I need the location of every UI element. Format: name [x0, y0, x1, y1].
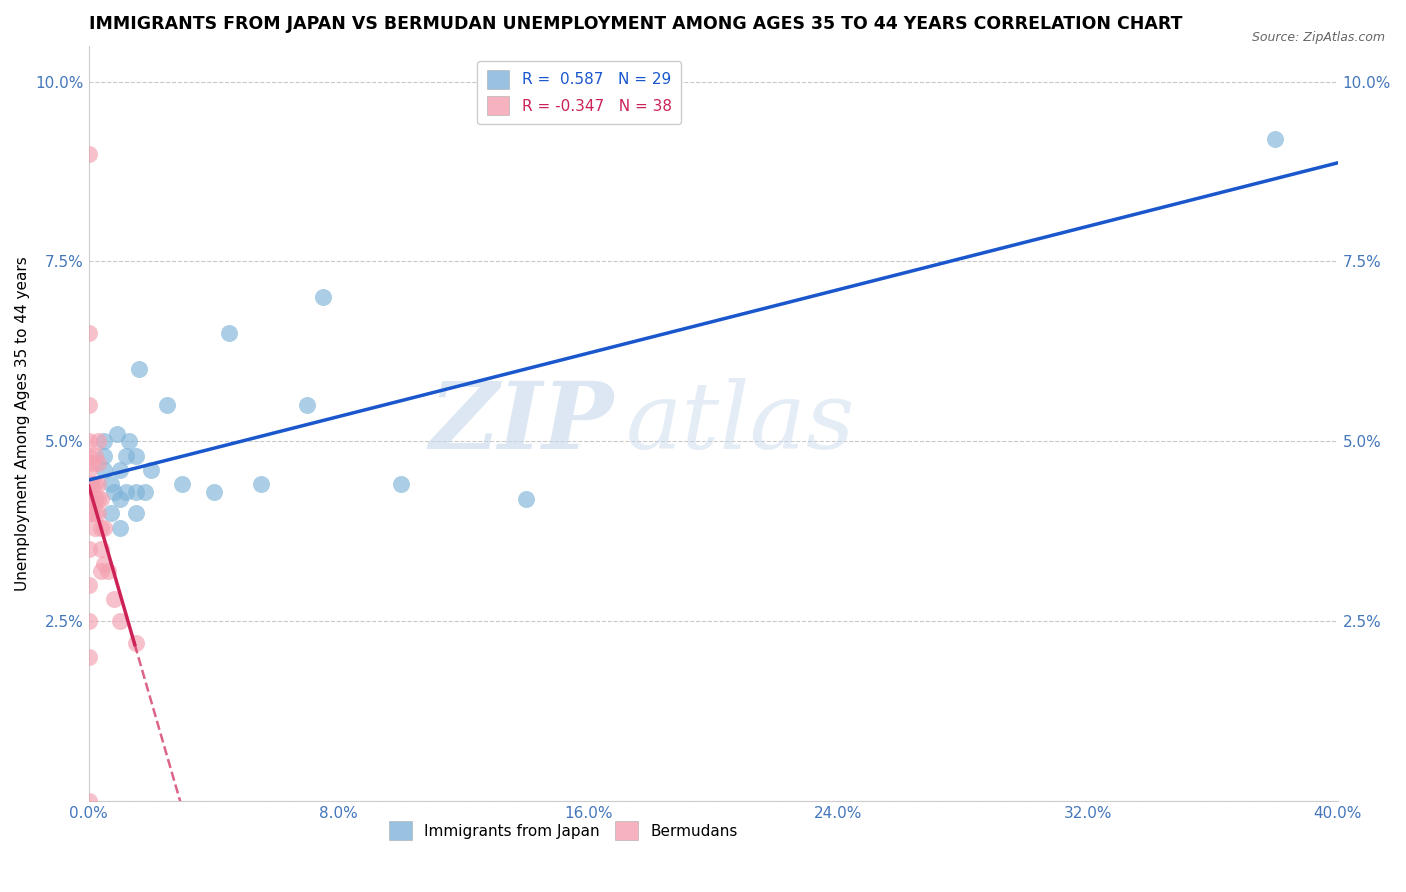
Point [80, 506, 103, 520]
Point [118, 434, 141, 449]
Point [84, 477, 107, 491]
Text: ZIP: ZIP [429, 378, 613, 468]
Point [172, 477, 194, 491]
Point [84, 449, 107, 463]
Point [93, 449, 115, 463]
Point [90, 542, 112, 557]
Point [1264, 132, 1286, 146]
Point [87, 456, 110, 470]
Point [93, 520, 115, 534]
Point [100, 506, 122, 520]
Point [103, 484, 125, 499]
Point [115, 449, 138, 463]
Point [93, 463, 115, 477]
Point [108, 520, 131, 534]
Point [100, 477, 122, 491]
Point [77, 542, 100, 557]
Point [87, 477, 110, 491]
Point [77, 398, 100, 412]
Point [389, 477, 412, 491]
Point [105, 427, 128, 442]
Text: Source: ZipAtlas.com: Source: ZipAtlas.com [1251, 31, 1385, 45]
Point [77, 578, 100, 592]
Point [103, 592, 125, 607]
Text: atlas: atlas [626, 378, 855, 468]
Point [141, 463, 163, 477]
Point [77, 449, 100, 463]
Point [202, 484, 225, 499]
Point [77, 650, 100, 665]
Point [515, 491, 537, 506]
Point [93, 434, 115, 449]
Point [80, 491, 103, 506]
Point [87, 506, 110, 520]
Point [108, 491, 131, 506]
Point [156, 398, 179, 412]
Point [87, 491, 110, 506]
Point [218, 326, 240, 341]
Point [128, 362, 150, 376]
Point [249, 477, 271, 491]
Point [108, 463, 131, 477]
Point [90, 564, 112, 578]
Y-axis label: Unemployment Among Ages 35 to 44 years: Unemployment Among Ages 35 to 44 years [15, 256, 30, 591]
Legend: Immigrants from Japan, Bermudans: Immigrants from Japan, Bermudans [382, 815, 744, 847]
Point [77, 326, 100, 341]
Point [124, 449, 146, 463]
Point [115, 484, 138, 499]
Point [93, 557, 115, 571]
Point [84, 520, 107, 534]
Point [77, 506, 100, 520]
Point [124, 635, 146, 649]
Point [77, 794, 100, 808]
Point [77, 614, 100, 628]
Point [80, 477, 103, 491]
Point [77, 463, 100, 477]
Point [77, 477, 100, 491]
Point [80, 456, 103, 470]
Point [108, 614, 131, 628]
Point [77, 146, 100, 161]
Point [96, 564, 118, 578]
Point [124, 484, 146, 499]
Point [312, 290, 335, 304]
Point [134, 484, 156, 499]
Point [77, 491, 100, 506]
Point [84, 491, 107, 506]
Point [124, 506, 146, 520]
Point [77, 434, 100, 449]
Point [90, 520, 112, 534]
Point [297, 398, 319, 412]
Text: IMMIGRANTS FROM JAPAN VS BERMUDAN UNEMPLOYMENT AMONG AGES 35 TO 44 YEARS CORRELA: IMMIGRANTS FROM JAPAN VS BERMUDAN UNEMPL… [89, 15, 1182, 33]
Point [87, 434, 110, 449]
Point [84, 506, 107, 520]
Point [90, 491, 112, 506]
